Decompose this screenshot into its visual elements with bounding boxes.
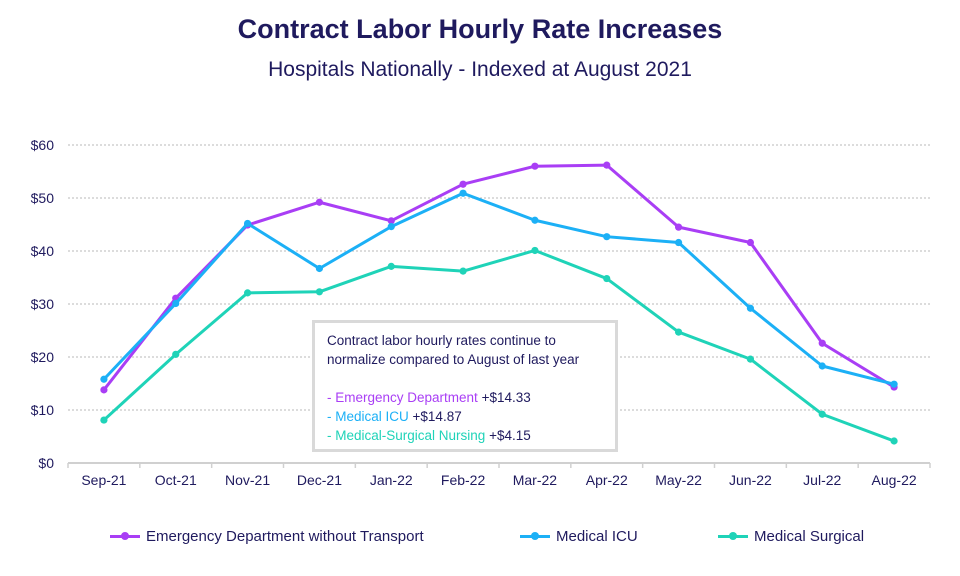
- data-point-2: [531, 246, 539, 255]
- data-point-2: [243, 289, 252, 297]
- y-tick-label: $50: [31, 190, 55, 206]
- x-tick-label: Dec-21: [297, 472, 342, 488]
- data-point-0: [315, 198, 324, 206]
- legend-item-icu[interactable]: Medical ICU: [520, 528, 638, 545]
- legend-swatch: [520, 532, 550, 540]
- x-tick-label: Jan-22: [370, 472, 413, 488]
- annotation-icu-value: +$14.87: [412, 409, 462, 424]
- annotation-ed-value: +$14.33: [481, 390, 531, 405]
- data-point-2: [387, 262, 395, 270]
- legend-item-ed[interactable]: Emergency Department without Transport: [110, 528, 424, 545]
- y-tick-label: $10: [31, 402, 55, 418]
- data-point-1: [387, 223, 395, 231]
- x-tick-label: Nov-21: [225, 472, 270, 488]
- legend-label: Emergency Department without Transport: [146, 528, 424, 545]
- x-tick-label: Jun-22: [729, 472, 772, 488]
- data-point-0: [531, 162, 539, 170]
- data-point-1: [603, 233, 611, 241]
- data-point-0: [387, 217, 395, 225]
- y-tick-label: $60: [31, 137, 55, 153]
- data-point-1: [818, 362, 826, 370]
- legend-swatch: [110, 532, 140, 540]
- annotation-line: Contract labor hourly rates continue to: [327, 333, 556, 348]
- data-point-0: [100, 386, 108, 394]
- data-point-2: [459, 267, 467, 275]
- y-tick-label: $40: [31, 243, 55, 259]
- data-point-2: [674, 328, 683, 336]
- data-point-2: [603, 274, 611, 283]
- legend-item-ms[interactable]: Medical Surgical: [718, 528, 864, 545]
- data-point-0: [459, 180, 467, 188]
- data-point-1: [674, 238, 683, 247]
- x-tick-label: Aug-22: [872, 472, 917, 488]
- y-tick-label: $0: [38, 455, 54, 471]
- data-point-1: [243, 219, 252, 228]
- data-point-1: [172, 299, 180, 308]
- x-tick-label: May-22: [655, 472, 702, 488]
- x-tick-label: Sep-21: [81, 472, 126, 488]
- annotation-ms-value: +$4.15: [489, 428, 531, 443]
- chart-title: Contract Labor Hourly Rate Increases: [237, 14, 723, 44]
- annotation-box: Contract labor hourly rates continue to …: [312, 320, 618, 452]
- series-line-1: [102, 191, 895, 386]
- data-point-1: [315, 264, 324, 273]
- x-tick-label: Apr-22: [586, 472, 628, 488]
- y-tick-label: $20: [31, 349, 55, 365]
- annotation-icu-label: - Medical ICU: [327, 409, 409, 424]
- y-tick-label: $30: [31, 296, 55, 312]
- legend-label: Medical ICU: [556, 528, 638, 545]
- data-point-1: [746, 304, 755, 312]
- annotation-ms-label: - Medical-Surgical Nursing: [327, 428, 486, 443]
- annotation-ed-label: - Emergency Department: [327, 390, 478, 405]
- series-line-2: [102, 248, 895, 443]
- chart-subtitle: Hospitals Nationally - Indexed at August…: [268, 58, 692, 81]
- data-point-1: [531, 216, 539, 224]
- data-point-2: [746, 355, 755, 363]
- data-point-2: [818, 410, 826, 418]
- data-point-2: [315, 288, 324, 296]
- x-tick-label: Jul-22: [803, 472, 841, 488]
- x-tick-label: Feb-22: [441, 472, 486, 488]
- x-tick-label: Oct-21: [155, 472, 197, 488]
- legend-label: Medical Surgical: [754, 528, 865, 545]
- data-point-2: [100, 416, 108, 424]
- data-point-0: [746, 238, 755, 247]
- data-point-0: [674, 223, 683, 231]
- data-point-1: [890, 380, 898, 388]
- data-point-0: [818, 339, 826, 347]
- annotation-line: normalize compared to August of last yea…: [327, 352, 580, 367]
- legend-swatch: [718, 532, 748, 540]
- data-point-1: [459, 189, 467, 197]
- data-point-1: [100, 375, 108, 383]
- data-point-2: [172, 350, 180, 358]
- data-point-0: [603, 161, 611, 169]
- x-tick-label: Mar-22: [513, 472, 558, 488]
- data-point-2: [890, 437, 898, 445]
